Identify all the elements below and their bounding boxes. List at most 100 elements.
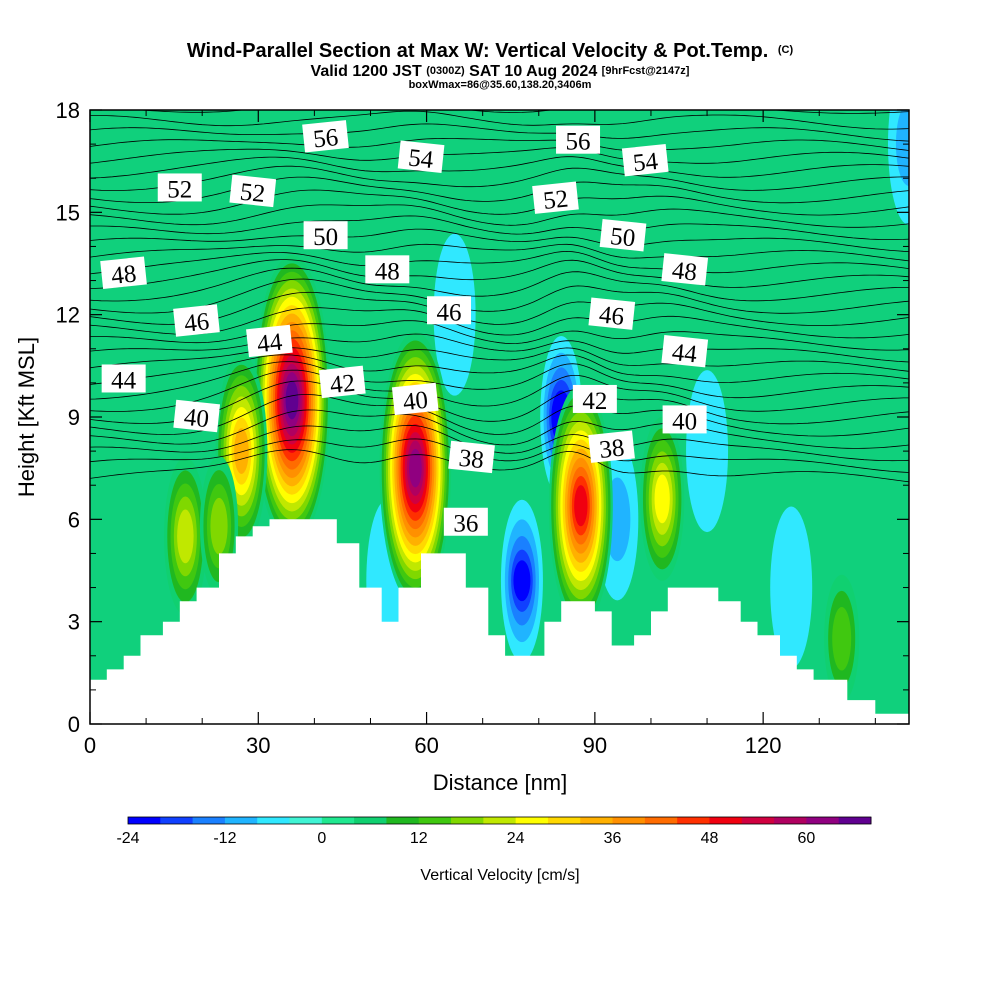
isentrope-line: [90, 137, 909, 151]
colorbar-swatch: [128, 817, 161, 824]
isentrope-line: [90, 347, 909, 372]
chart-title: Wind-Parallel Section at Max W: Vertical…: [187, 40, 794, 62]
colorbar-swatch: [677, 817, 710, 824]
isentrope-label: 42: [572, 384, 617, 415]
y-tick-label: 0: [68, 712, 80, 737]
isentrope-line: [90, 147, 909, 164]
isentrope-line: [90, 320, 909, 351]
valid-time: Valid 1200 JST: [311, 63, 422, 80]
colorbar-swatch: [709, 817, 743, 824]
isentrope-line: [90, 189, 909, 216]
colorbar-swatch: [192, 817, 226, 824]
svg-text:38: 38: [457, 445, 485, 474]
svg-text:44: 44: [256, 329, 284, 359]
colorbar-swatch: [515, 817, 549, 824]
isentrope-label: 46: [173, 304, 220, 338]
isentrope-line: [90, 110, 909, 130]
colorbar-swatch: [774, 817, 807, 824]
isentrope-labels: 56 56 54 54 52 52 52 50 50 48 48 48 46 46 46 44 44 44 42 42…: [100, 120, 709, 538]
isentrope-label: 40: [662, 405, 707, 435]
isentrope-line: [90, 380, 909, 425]
colorbar-swatch: [547, 817, 581, 824]
isentrope-label: 48: [365, 255, 410, 285]
isentrope-line: [90, 438, 909, 473]
isentrope-label: 50: [599, 218, 647, 252]
isentrope-line: [90, 123, 909, 142]
terrain: [90, 519, 909, 724]
y-tick-label: 12: [56, 303, 80, 328]
valid-date: SAT 10 Aug 2024: [469, 63, 597, 80]
colorbar-tick-label: 60: [797, 830, 815, 847]
svg-text:48: 48: [110, 260, 138, 289]
colorbar: -24 -12 0 12 24 36 48 60: [116, 816, 872, 847]
svg-text:56: 56: [312, 124, 340, 153]
isentrope-line: [90, 424, 909, 462]
svg-text:42: 42: [329, 370, 357, 399]
svg-text:38: 38: [598, 434, 626, 463]
colorbar-swatch: [644, 817, 678, 824]
updraft-cell: [210, 497, 228, 555]
isentrope-line: [90, 176, 909, 204]
isentrope-label: 44: [661, 334, 709, 369]
isentrope-line: [90, 354, 909, 385]
isentrope-label: 56: [556, 125, 601, 156]
isentrope-label: 48: [661, 253, 709, 287]
colorbar-tick-label: 12: [410, 830, 428, 847]
isentrope-line: [90, 243, 909, 262]
svg-text:42: 42: [582, 388, 607, 415]
utc-time: (0300Z): [426, 65, 465, 77]
downdraft-cell: [513, 560, 531, 602]
isentrope-line: [90, 267, 909, 302]
isentrope-label: 52: [532, 181, 579, 215]
svg-text:40: 40: [183, 404, 211, 433]
colorbar-swatch: [451, 817, 484, 824]
svg-text:46: 46: [598, 301, 626, 330]
plot-area: [90, 21, 909, 724]
isentrope-line: [90, 21, 909, 28]
updraft-cell: [574, 485, 588, 527]
isentrope-label: 36: [443, 507, 488, 538]
colorbar-swatch: [418, 817, 452, 824]
svg-text:52: 52: [542, 185, 570, 214]
updraft-cell: [177, 509, 194, 564]
isentrope-label: 44: [246, 324, 293, 359]
isentrope-line: [90, 33, 909, 40]
colorbar-swatch: [741, 817, 775, 824]
isentrope-line: [90, 228, 909, 252]
colorbar-frame: [127, 816, 872, 825]
y-tick-label: 18: [56, 98, 80, 123]
isentrope-label: 54: [621, 143, 669, 177]
svg-text:46: 46: [437, 299, 462, 326]
y-axis-label: Height [Kft MSL]: [14, 337, 39, 497]
svg-text:48: 48: [671, 257, 699, 286]
isentrope-label: 48: [100, 256, 147, 290]
x-tick-label: 90: [583, 733, 607, 758]
isentrope-line: [90, 156, 909, 179]
isentrope-label: 50: [303, 221, 348, 251]
colorbar-swatch: [612, 817, 646, 824]
isentrope-label: 54: [397, 140, 445, 174]
x-tick-label: 120: [745, 733, 782, 758]
chart-subtitle: Valid 1200 JST (0300Z) SAT 10 Aug 2024 […: [311, 61, 690, 80]
y-tick-label: 15: [56, 200, 80, 225]
updraft-cell: [832, 606, 852, 671]
isentrope-line: [90, 259, 909, 289]
colorbar-swatch: [580, 817, 614, 824]
colorbar-label: Vertical Velocity [cm/s]: [420, 867, 579, 884]
svg-text:44: 44: [671, 339, 699, 369]
colorbar-swatch: [806, 817, 840, 824]
svg-text:56: 56: [566, 129, 591, 156]
colorbar-swatch: [224, 817, 258, 824]
updraft-cell: [408, 448, 422, 488]
isentrope-line: [90, 91, 909, 102]
isentrope-line: [90, 449, 909, 483]
colorbar-swatch: [354, 817, 387, 824]
x-axis-label: Distance [nm]: [433, 770, 568, 795]
isentrope-label: 42: [318, 365, 366, 399]
isentrope-label: 46: [588, 297, 636, 331]
svg-text:52: 52: [239, 179, 267, 208]
isentrope-line: [90, 250, 909, 275]
isentrope-label: 38: [448, 440, 495, 474]
isentrope-label: 38: [588, 430, 635, 464]
isentrope-line: [90, 409, 909, 449]
